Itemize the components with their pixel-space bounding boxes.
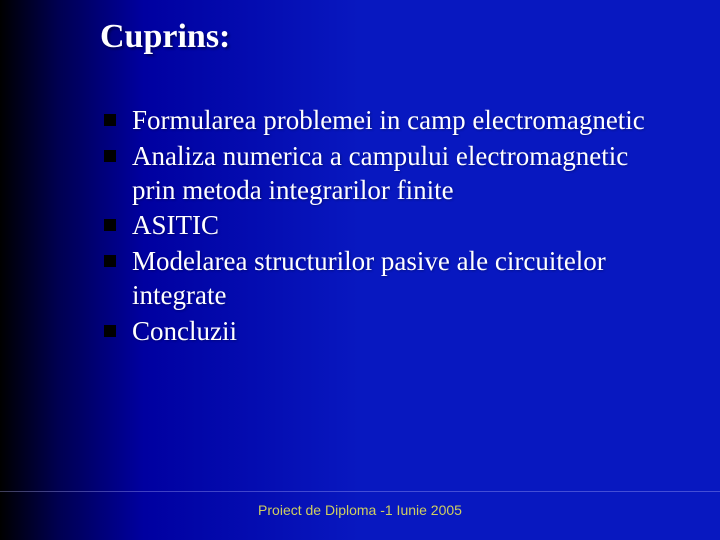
list-item: Analiza numerica a campului electromagne… [100,140,650,208]
slide-title: Cuprins: [100,18,680,56]
list-item: Concluzii [100,315,650,349]
slide: Cuprins: Formularea problemei in camp el… [0,0,720,540]
bullet-list: Formularea problemei in camp electromagn… [100,104,680,348]
list-item: ASITIC [100,209,650,243]
footer-text: Proiect de Diploma -1 Iunie 2005 [0,502,720,518]
footer-divider [0,491,720,492]
list-item: Modelarea structurilor pasive ale circui… [100,245,650,313]
list-item: Formularea problemei in camp electromagn… [100,104,650,138]
